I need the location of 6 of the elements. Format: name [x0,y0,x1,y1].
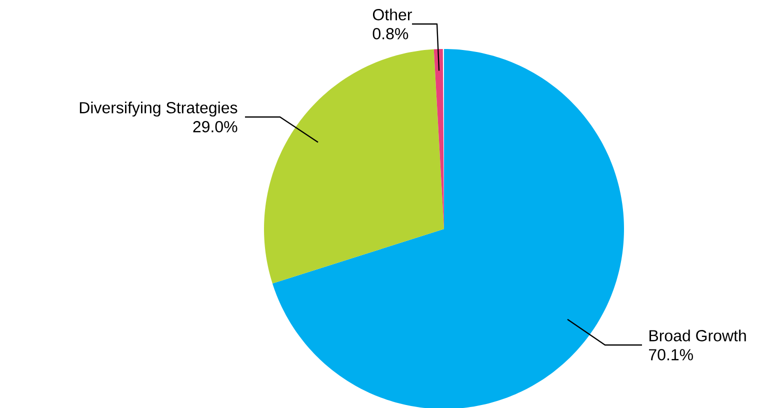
slice-label: Diversifying Strategies [80,102,238,117]
slice-label: Broad Growth [650,330,746,342]
slice-label: Other [372,8,412,20]
data-label: 0.8% [372,28,408,40]
data-label: 70.1% [649,349,693,360]
data-label: 29.0% [193,121,238,132]
